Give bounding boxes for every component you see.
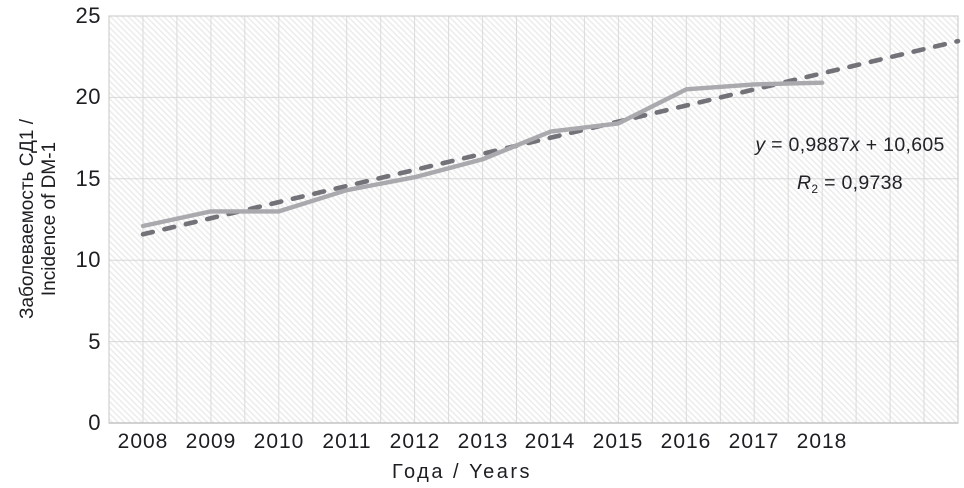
x-tick-label-2014: 2014 (524, 430, 576, 453)
x-tick-label-2018: 2018 (796, 430, 848, 453)
equation-y-symbol: y (755, 134, 766, 156)
y-tick-label-5: 5 (88, 329, 101, 354)
x-tick-label-2017: 2017 (728, 430, 780, 453)
y-tick-label-20: 20 (75, 84, 101, 109)
y-tick-label-0: 0 (88, 410, 101, 435)
y-axis-title-line1: Заболеваемость СД1 / (17, 118, 38, 320)
equation-slope: = 0,9887 (765, 134, 850, 156)
trendline-annotation: y = 0,9887x + 10,605 R2 = 0,9738 (715, 126, 964, 202)
y-tick-label-25: 25 (75, 3, 101, 28)
equation-x-symbol: x (850, 134, 861, 156)
r-value: = 0,9738 (818, 172, 903, 194)
y-tick-label-10: 10 (75, 247, 101, 272)
trendline-r-squared: R2 = 0,9738 (715, 164, 964, 202)
r-subscript: 2 (811, 182, 819, 196)
r-symbol: R (797, 172, 812, 194)
plot-area-hatch (109, 16, 958, 423)
x-tick-label-2016: 2016 (660, 430, 712, 453)
equation-intercept: + 10,605 (860, 134, 945, 156)
trendline-equation: y = 0,9887x + 10,605 (715, 126, 964, 164)
x-tick-label-2010: 2010 (253, 430, 305, 453)
x-tick-label-2012: 2012 (389, 430, 441, 453)
x-tick-label-2009: 2009 (185, 430, 237, 453)
y-axis-title: Заболеваемость СД1 / Incidence of DM-1 (17, 54, 61, 384)
x-tick-label-2015: 2015 (592, 430, 644, 453)
x-tick-label-2008: 2008 (117, 430, 169, 453)
trendline-dashed (140, 38, 961, 237)
incidence-data-line (140, 80, 825, 229)
x-tick-label-2011: 2011 (322, 430, 372, 453)
y-tick-label-15: 15 (75, 166, 101, 191)
x-axis-title: Года / Years (391, 461, 533, 483)
y-axis-title-line2: Incidence of DM-1 (38, 141, 60, 297)
x-tick-label-2013: 2013 (457, 430, 509, 453)
